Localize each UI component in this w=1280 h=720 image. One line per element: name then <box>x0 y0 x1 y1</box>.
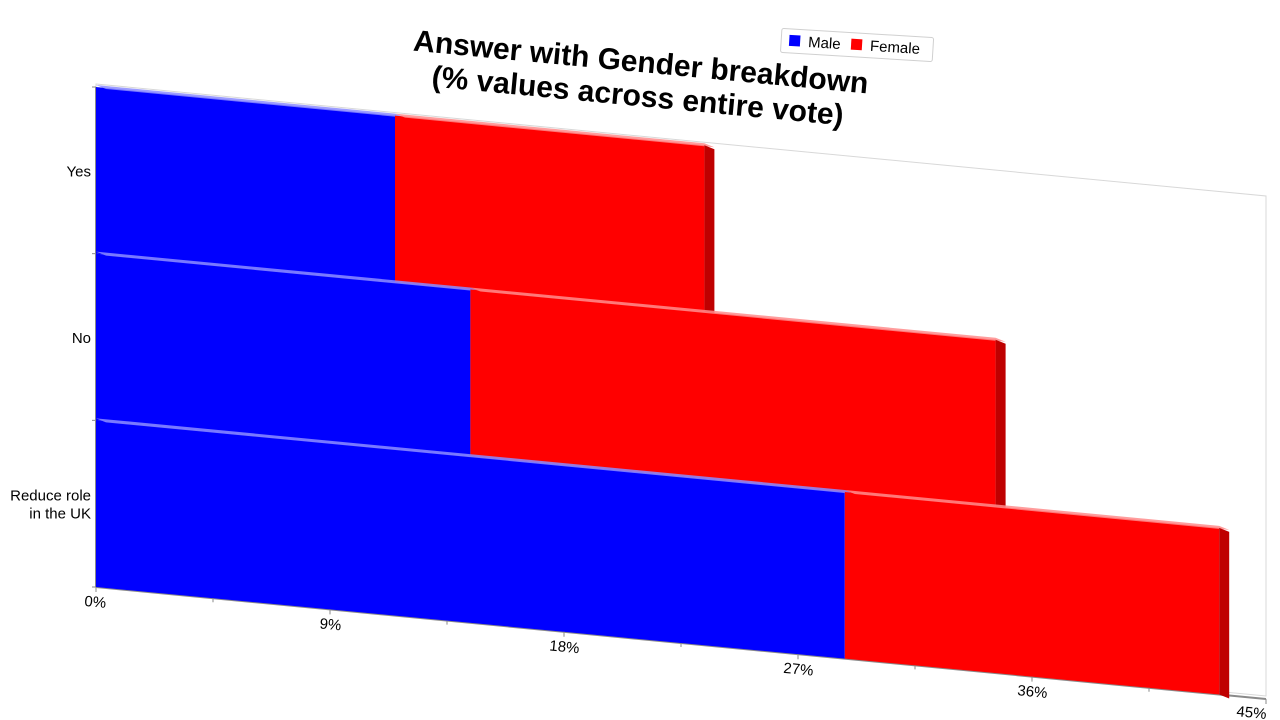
x-tick-label: 27% <box>783 660 815 680</box>
bar-no-male <box>96 253 471 457</box>
bar-top-face <box>96 251 481 292</box>
bar-no-female <box>470 289 996 507</box>
bar-top-face <box>844 490 1230 530</box>
bar-reduce-role-female <box>844 492 1220 695</box>
x-tick-label: 18% <box>549 637 581 657</box>
y-category-label: Reduce role in the UK <box>10 488 91 523</box>
x-tick-label: 0% <box>84 593 107 612</box>
bar-yes-female <box>395 115 705 312</box>
x-tick-label: 45% <box>1236 703 1268 720</box>
bar-end-face <box>1219 527 1230 699</box>
legend-label-male: Male <box>808 34 841 53</box>
bar-top-face <box>470 287 1006 342</box>
bar-top-face <box>395 113 715 148</box>
y-category-label: No <box>72 330 91 347</box>
legend-label-female: Female <box>869 38 920 58</box>
x-tick-label: 36% <box>1017 682 1049 702</box>
bar-end-face <box>995 339 1006 511</box>
bar-reduce-role-male <box>96 420 845 659</box>
bar-end-face <box>704 145 715 316</box>
bars-layer <box>96 85 1230 699</box>
y-category-label: Yes <box>67 163 91 180</box>
x-tick-label: 9% <box>319 615 342 634</box>
bar-top-face <box>96 85 405 118</box>
legend: Male Female <box>780 28 935 63</box>
bar-yes-male <box>96 87 395 283</box>
axis-layer: Yes No Reduce role in the UK 0% 9% 18% 27% 36% 45… <box>10 86 1268 720</box>
legend-swatch-male <box>788 34 801 47</box>
bar-top-face <box>96 418 855 495</box>
legend-swatch-female <box>850 38 863 51</box>
